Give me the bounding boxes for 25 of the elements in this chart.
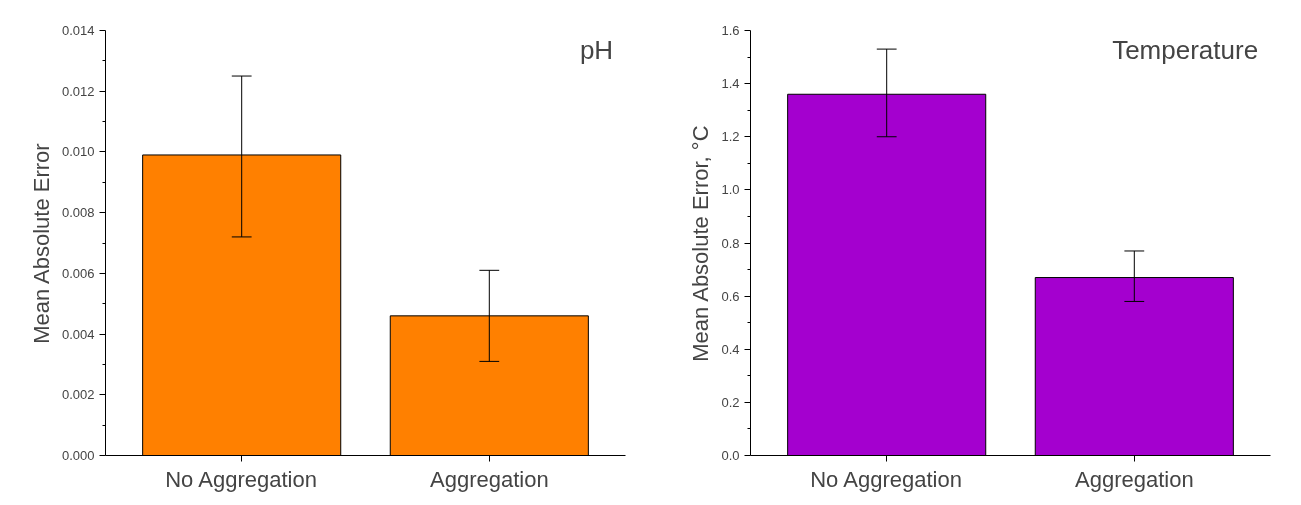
y-tick-label: 0.004	[61, 326, 95, 342]
y-axis-title: Mean Absolute Error	[28, 143, 54, 344]
y-tick-label: 0.6	[721, 288, 740, 304]
y-tick-label: 0.002	[61, 387, 95, 403]
x-tick-label: Aggregation	[429, 466, 549, 492]
y-axis-title: Mean Absolute Error, °C	[688, 125, 714, 362]
y-tick-label: 1.0	[721, 182, 740, 198]
y-tick-label: 0.4	[721, 341, 740, 357]
y-tick-label: 1.2	[721, 129, 740, 145]
y-tick-label: 0.014	[61, 23, 95, 38]
chart-title: Temperature	[1112, 34, 1259, 65]
x-tick-label: Aggregation	[1074, 466, 1194, 492]
x-tick-label: No Aggregation	[810, 466, 962, 492]
chart-title: pH	[579, 34, 614, 65]
y-tick-label: 0.000	[61, 448, 95, 463]
y-tick-label: 1.6	[721, 23, 740, 38]
y-tick-label: 0.012	[61, 83, 95, 99]
y-tick-label: 0.0	[721, 448, 740, 463]
y-tick-label: 0.008	[61, 205, 95, 221]
y-tick-label: 0.006	[61, 265, 95, 281]
y-tick-label: 1.4	[721, 76, 740, 92]
y-tick-label: 0.8	[721, 235, 740, 251]
y-tick-label: 0.2	[721, 394, 740, 410]
x-tick-label: No Aggregation	[165, 466, 317, 492]
y-tick-label: 0.010	[61, 144, 95, 160]
